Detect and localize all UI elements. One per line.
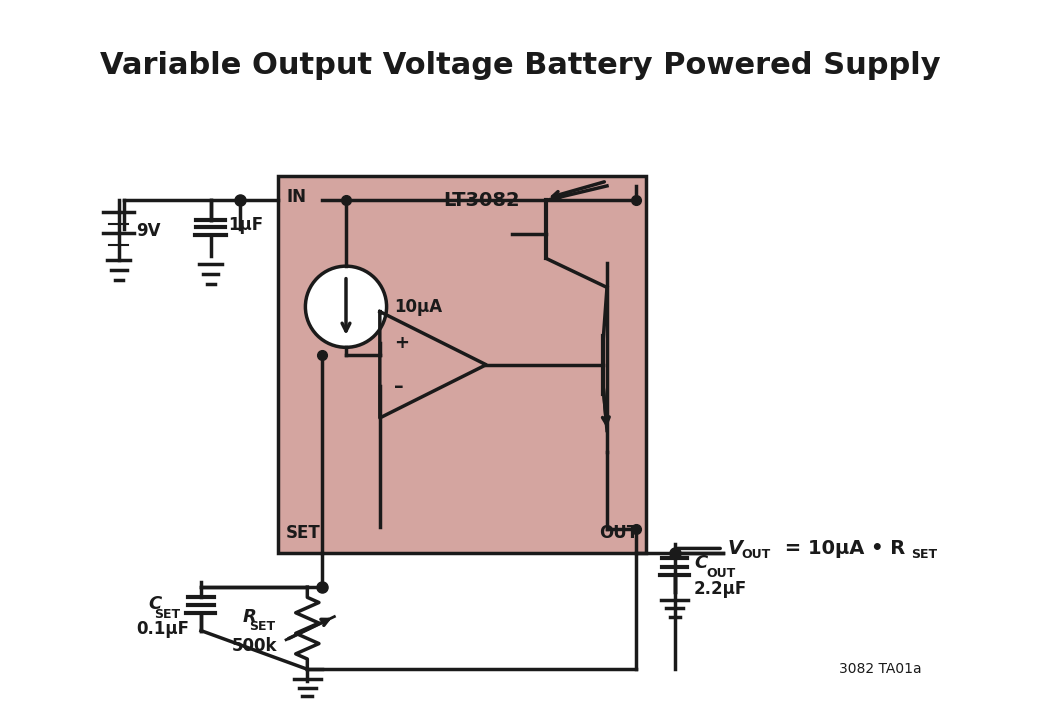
Text: 0.1μF: 0.1μF [136,620,189,638]
Text: = 10μA • R: = 10μA • R [778,539,906,558]
Text: 3082 TA01a: 3082 TA01a [839,662,921,676]
Text: 10μA: 10μA [394,297,442,316]
Text: –: – [394,377,404,395]
Text: OUT: OUT [599,523,638,542]
Text: 1μF: 1μF [228,216,263,234]
Text: +: + [394,335,410,352]
Text: IN: IN [286,188,306,206]
Text: 9V: 9V [136,222,161,240]
Text: C: C [694,554,707,572]
Text: SET: SET [911,548,938,561]
Text: V: V [728,539,743,558]
Text: C: C [148,596,161,613]
FancyBboxPatch shape [279,176,646,553]
Text: 500k: 500k [232,636,277,654]
Text: R: R [242,608,256,626]
Text: SET: SET [154,608,180,621]
Text: OUT: OUT [742,548,771,561]
Text: 2.2μF: 2.2μF [694,580,748,598]
Text: LT3082: LT3082 [443,191,520,209]
Text: Variable Output Voltage Battery Powered Supply: Variable Output Voltage Battery Powered … [100,51,940,79]
Circle shape [306,266,387,347]
Text: SET: SET [249,620,275,633]
Text: SET: SET [286,523,320,542]
Text: OUT: OUT [706,567,736,580]
